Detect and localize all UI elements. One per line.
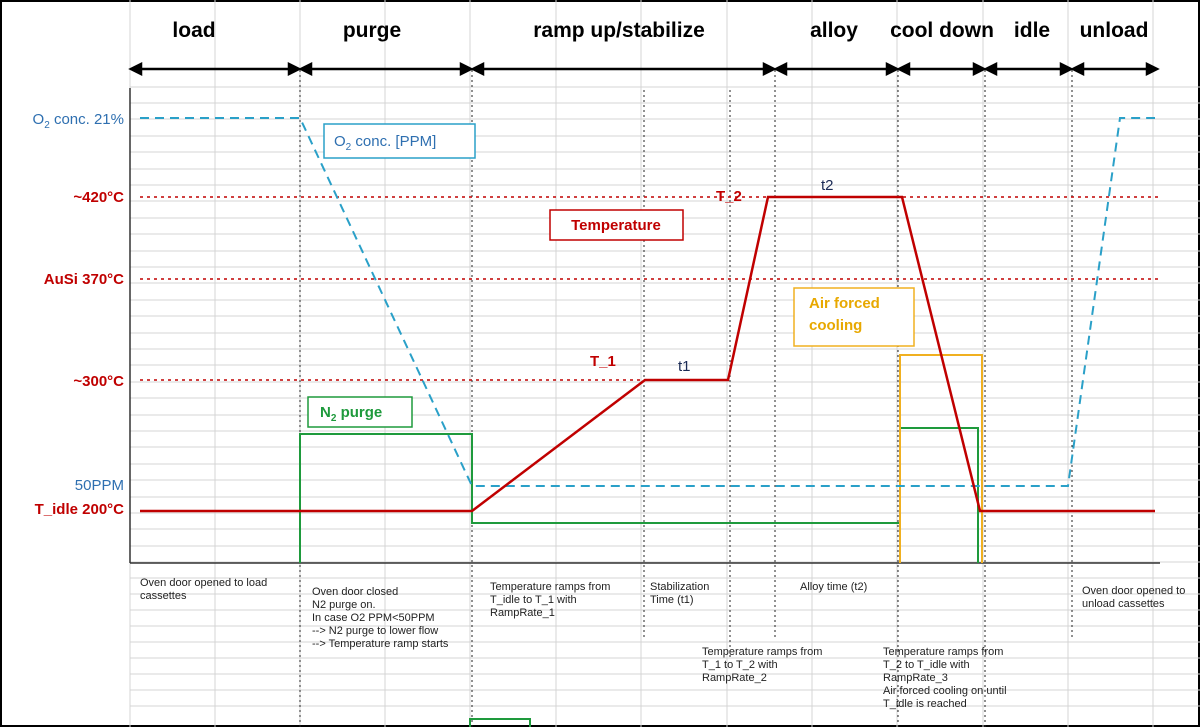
note-load: Oven door opened to load cassettes <box>140 577 267 602</box>
svg-text:O2 conc. [PPM]: O2 conc. [PPM] <box>334 133 436 153</box>
phase-label-alloy: alloy <box>810 19 858 42</box>
svg-text:Air forced cooling on until: Air forced cooling on until <box>883 685 1007 697</box>
svg-text:Stabilization: Stabilization <box>650 581 709 593</box>
svg-text:Temperature ramps from: Temperature ramps from <box>883 646 1003 658</box>
svg-text:unload cassettes: unload cassettes <box>1082 598 1165 610</box>
axis-label-300: ~300°C <box>73 373 124 390</box>
phase-label-idle: idle <box>1014 19 1050 42</box>
phase-label-purge: purge <box>343 19 401 42</box>
note-unload: Oven door opened to unload cassettes <box>1082 585 1185 610</box>
svg-text:Temperature ramps from: Temperature ramps from <box>490 581 610 593</box>
note-cool-down: Temperature ramps from T_2 to T_idle wit… <box>883 646 1007 710</box>
svg-text:T_1 to T_2 with: T_1 to T_2 with <box>702 659 778 671</box>
svg-text:Oven door opened to load: Oven door opened to load <box>140 577 267 589</box>
n2-purge-box: N2 purge <box>307 396 413 428</box>
phase-arrows <box>128 61 1160 77</box>
temperature-box: Temperature <box>549 209 684 241</box>
note-stabilization: Stabilization Time (t1) <box>650 581 709 606</box>
svg-text:T_idle to T_1 with: T_idle to T_1 with <box>490 594 577 606</box>
n2-purge-curve-tail <box>469 718 531 727</box>
spreadsheet-grid <box>129 0 1200 727</box>
label-t2: T_2 <box>716 188 742 205</box>
temperature-curve <box>140 195 1155 513</box>
note-ramp2: Temperature ramps from T_1 to T_2 with R… <box>702 646 822 684</box>
svg-text:Oven door opened to: Oven door opened to <box>1082 585 1185 597</box>
axis-label-tidle: T_idle 200°C <box>35 501 125 518</box>
svg-text:--> N2 purge to lower flow: --> N2 purge to lower flow <box>312 625 438 637</box>
phase-label-load: load <box>172 19 215 42</box>
axis-label-ausi: AuSi 370°C <box>44 271 124 288</box>
phase-label-unload: unload <box>1080 19 1149 42</box>
svg-text:In case O2 PPM<50PPM: In case O2 PPM<50PPM <box>312 612 435 624</box>
svg-text:T_idle is reached: T_idle is reached <box>883 698 967 710</box>
axis-label-50ppm: 50PPM <box>75 477 124 494</box>
svg-text:N2 purge on.: N2 purge on. <box>312 599 376 611</box>
svg-text:T_2 to T_idle with: T_2 to T_idle with <box>883 659 970 671</box>
svg-text:Oven door closed: Oven door closed <box>312 586 398 598</box>
svg-text:cooling: cooling <box>809 317 862 334</box>
note-purge: Oven door closed N2 purge on. In case O2… <box>312 586 449 650</box>
svg-text:Temperature ramps from: Temperature ramps from <box>702 646 822 658</box>
svg-text:Alloy time (t2): Alloy time (t2) <box>800 581 867 593</box>
phase-label-cool-down: cool down <box>890 19 994 42</box>
svg-text:Temperature: Temperature <box>571 217 661 234</box>
svg-text:RampRate_3: RampRate_3 <box>883 672 948 684</box>
svg-text:N2 purge: N2 purge <box>320 404 382 424</box>
phase-labels: load purge ramp up/stabilize alloy cool … <box>172 19 1148 42</box>
svg-text:Air forced: Air forced <box>809 295 880 312</box>
o2-conc-box: O2 conc. [PPM] <box>323 123 476 159</box>
reference-lines <box>140 196 1160 381</box>
axis-label-420: ~420°C <box>73 189 124 206</box>
air-forced-cooling-box: Air forced cooling <box>793 287 915 347</box>
label-time-t2: t2 <box>821 177 834 194</box>
phase-label-ramp: ramp up/stabilize <box>533 19 705 42</box>
air-cooling-curve <box>899 354 983 563</box>
note-ramp1: Temperature ramps from T_idle to T_1 wit… <box>490 581 610 619</box>
svg-text:RampRate_2: RampRate_2 <box>702 672 767 684</box>
svg-text:RampRate_1: RampRate_1 <box>490 607 555 619</box>
svg-text:--> Temperature ramp starts: --> Temperature ramp starts <box>312 638 449 650</box>
label-t1: T_1 <box>590 353 616 370</box>
axis-label-o2: O2 conc. 21% <box>33 111 124 131</box>
svg-text:Time (t1): Time (t1) <box>650 594 694 606</box>
label-time-t1: t1 <box>678 358 691 375</box>
n2-purge-curve <box>299 427 979 563</box>
svg-text:cassettes: cassettes <box>140 590 187 602</box>
note-alloy: Alloy time (t2) <box>800 581 867 593</box>
